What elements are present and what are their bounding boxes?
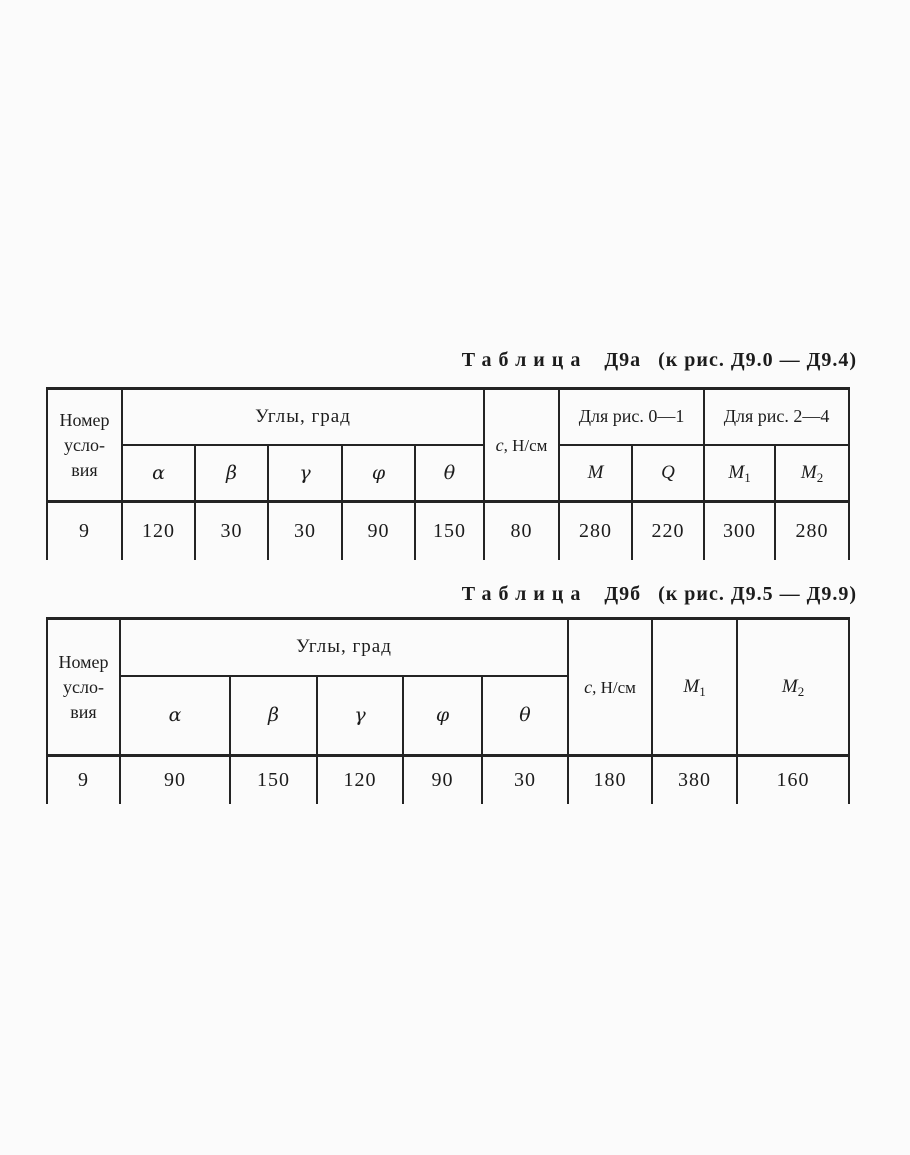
gamma-symbol: γ — [299, 461, 311, 484]
table-d9a-header-number: Номер усло- вия — [46, 387, 123, 503]
table-d9b-title-id: Д9б — [604, 583, 642, 605]
table-d9a-value-phi: 90 — [341, 500, 416, 560]
table-d9a-header-m1: M1 — [703, 443, 777, 503]
table-d9b-header-gamma: γ — [316, 674, 404, 757]
table-d9a-title-id: Д9а — [604, 349, 642, 371]
m2-subscript: 2 — [797, 684, 805, 700]
table-d9b-header-angles: Углы, град — [118, 617, 570, 677]
table-d9a-value-c: 80 — [483, 500, 561, 560]
table-d9a-header-m: M — [558, 443, 634, 503]
table-d9a-title-word: Таблица — [461, 349, 588, 371]
table-d9b-value-gamma: 120 — [316, 754, 404, 804]
m2-symbol: M — [800, 461, 817, 483]
q-symbol: Q — [661, 461, 675, 483]
table-d9a-value-q: 220 — [631, 500, 706, 560]
m1-symbol: M — [728, 461, 745, 483]
table-d9a: Номер усло- вия Углы, град c, Н/см Для р… — [46, 387, 851, 560]
table-d9a-value-m: 280 — [558, 500, 634, 560]
stiffness-units: , Н/см — [592, 677, 636, 697]
table-d9a-value-alpha: 120 — [121, 500, 196, 560]
table-d9a-header-theta: θ — [413, 443, 486, 503]
table-d9b-header-m2: M2 — [736, 617, 851, 757]
table-d9a-value-m1: 300 — [703, 500, 777, 560]
m1-symbol: M — [683, 676, 700, 697]
table-d9a-value-theta: 150 — [413, 500, 486, 560]
m1-subscript: 1 — [699, 684, 706, 700]
table-d9b-value-alpha: 90 — [119, 754, 231, 804]
table-d9a-header-phi: φ — [341, 443, 416, 503]
alpha-symbol: α — [152, 461, 165, 484]
table-d9a-title-ref: (к рис. Д9.0 — Д9.4) — [658, 349, 857, 371]
table-d9a-header-fig01: Для рис. 0—1 — [558, 387, 706, 446]
table-d9b-title-ref: (к рис. Д9.5 — Д9.9) — [658, 583, 857, 605]
table-d9b-value-m2: 160 — [736, 754, 851, 804]
table-d9b-header-theta: θ — [480, 674, 570, 757]
table-d9b-value-number: 9 — [46, 754, 121, 804]
m1-subscript: 1 — [744, 469, 751, 485]
theta-symbol: θ — [443, 461, 456, 484]
phi-symbol: φ — [435, 704, 450, 727]
table-d9b-value-beta: 150 — [229, 754, 318, 804]
table-d9b-data-row: 9 90 150 120 90 30 180 380 160 — [46, 754, 851, 804]
table-d9a-data-row: 9 120 30 30 90 150 80 280 220 300 280 — [46, 500, 851, 560]
m2-subscript: 2 — [816, 469, 824, 485]
table-d9b-value-c: 180 — [567, 754, 654, 804]
stiffness-variable: c — [584, 676, 593, 697]
table-d9a-header-angles: Углы, град — [120, 387, 486, 446]
m2-symbol: M — [781, 676, 798, 697]
table-d9a-title: Таблица Д9а (к рис. Д9.0 — Д9.4) — [0, 349, 857, 372]
stiffness-units: , Н/см — [503, 435, 548, 455]
table-d9b-value-theta: 30 — [480, 754, 570, 804]
table-d9a-header-stiffness: c, Н/см — [483, 387, 561, 503]
beta-symbol: β — [226, 461, 237, 484]
table-d9a-value-m2: 280 — [774, 500, 851, 560]
table-d9a-header-m2: M2 — [774, 443, 851, 503]
table-d9b-title-word: Таблица — [461, 583, 588, 605]
table-d9b-value-m1: 380 — [651, 754, 739, 804]
table-d9b: Номер усло- вия Углы, град c, Н/см M1 M2… — [46, 617, 851, 804]
table-d9a-header-beta: β — [194, 443, 269, 503]
stiffness-variable: c — [495, 434, 504, 455]
table-d9b-header-phi: φ — [402, 674, 483, 757]
table-d9a-header-q: Q — [631, 443, 706, 503]
alpha-symbol: α — [168, 704, 182, 727]
phi-symbol: φ — [371, 461, 386, 484]
table-d9a-header-alpha: α — [121, 443, 196, 503]
table-d9a-header-fig24: Для рис. 2—4 — [703, 387, 851, 446]
table-d9b-header-m1: M1 — [651, 617, 739, 757]
table-d9b-title: Таблица Д9б (к рис. Д9.5 — Д9.9) — [0, 583, 857, 606]
table-d9b-value-phi: 90 — [402, 754, 483, 804]
table-d9b-header-stiffness: c, Н/см — [567, 617, 654, 757]
table-d9b-header-alpha: α — [119, 674, 231, 757]
table-d9b-header-number: Номер усло- вия — [46, 617, 121, 757]
gamma-symbol: γ — [354, 704, 366, 727]
beta-symbol: β — [268, 704, 279, 727]
table-d9a-header-gamma: γ — [267, 443, 343, 503]
theta-symbol: θ — [519, 704, 531, 727]
table-d9b-header-beta: β — [229, 674, 318, 757]
table-d9a-value-gamma: 30 — [267, 500, 343, 560]
m-symbol: M — [587, 461, 604, 483]
table-d9a-value-number: 9 — [46, 500, 123, 560]
table-d9a-value-beta: 30 — [194, 500, 269, 560]
